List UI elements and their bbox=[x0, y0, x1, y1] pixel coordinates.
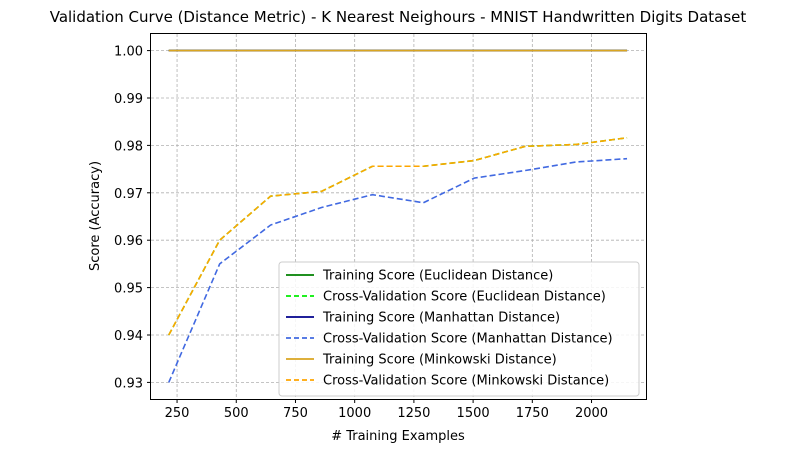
y-tick-label: 0.94 bbox=[114, 329, 143, 344]
legend-label: Training Score (Minkowski Distance) bbox=[322, 353, 557, 368]
legend-label: Cross-Validation Score (Manhattan Distan… bbox=[323, 332, 613, 347]
series-layer bbox=[168, 49, 628, 383]
legend-label: Cross-Validation Score (Minkowski Distan… bbox=[323, 374, 609, 389]
x-tick-label: 500 bbox=[224, 406, 249, 421]
series-line-4 bbox=[168, 157, 628, 383]
x-axis-ticks: 250 500 750 1000 1250 1500 1750 2000 bbox=[165, 399, 608, 421]
y-tick-label: 0.99 bbox=[114, 92, 143, 107]
y-axis-label: Score (Accuracy) bbox=[88, 161, 103, 271]
x-axis-label: # Training Examples bbox=[331, 429, 465, 444]
legend: Training Score (Euclidean Distance) Cross… bbox=[278, 261, 640, 397]
y-axis-ticks: 0.93 0.94 0.95 0.96 0.97 0.98 0.99 1.00 bbox=[114, 45, 151, 391]
series-line-6 bbox=[168, 137, 628, 336]
chart-title: Validation Curve (Distance Metric) - K N… bbox=[50, 8, 747, 26]
y-tick-label: 0.96 bbox=[114, 234, 143, 249]
y-tick-label: 0.93 bbox=[114, 376, 143, 391]
legend-box bbox=[278, 261, 640, 397]
y-tick-label: 0.95 bbox=[114, 282, 143, 297]
y-tick-label: 1.00 bbox=[114, 45, 143, 60]
legend-label: Training Score (Euclidean Distance) bbox=[322, 269, 553, 284]
plot-frame bbox=[150, 33, 647, 400]
legend-label: Training Score (Manhattan Distance) bbox=[322, 311, 560, 326]
x-tick-label: 1250 bbox=[397, 406, 430, 421]
x-tick-label: 1750 bbox=[516, 406, 549, 421]
y-tick-label: 0.98 bbox=[114, 139, 143, 154]
x-tick-label: 1500 bbox=[457, 406, 490, 421]
x-tick-label: 1000 bbox=[338, 406, 371, 421]
x-tick-label: 250 bbox=[165, 406, 190, 421]
legend-label: Cross-Validation Score (Euclidean Distan… bbox=[323, 290, 606, 305]
x-tick-label: 2000 bbox=[575, 406, 608, 421]
y-tick-label: 0.97 bbox=[114, 187, 143, 202]
x-tick-label: 750 bbox=[283, 406, 308, 421]
